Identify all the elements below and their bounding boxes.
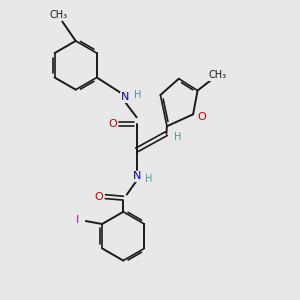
- Text: N: N: [121, 92, 129, 102]
- Text: O: O: [108, 119, 117, 129]
- Text: CH₃: CH₃: [50, 10, 68, 20]
- Text: H: H: [174, 132, 181, 142]
- Text: H: H: [134, 90, 141, 100]
- Text: O: O: [94, 192, 103, 202]
- Text: CH₃: CH₃: [209, 70, 227, 80]
- Text: O: O: [197, 112, 206, 122]
- Text: I: I: [76, 214, 80, 224]
- Text: H: H: [146, 173, 153, 184]
- Text: N: N: [132, 171, 141, 181]
